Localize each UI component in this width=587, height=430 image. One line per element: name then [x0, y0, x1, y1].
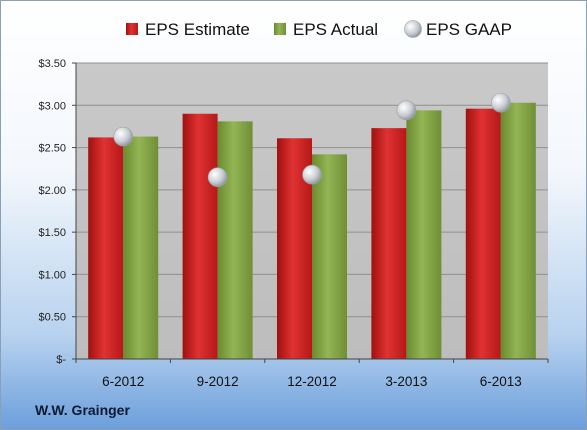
gaap-markers: [113, 92, 511, 187]
y-tick-label: $2.50: [38, 143, 66, 155]
x-tick-label: 6-2013: [480, 374, 522, 389]
y-tick-label: $3.00: [38, 100, 66, 112]
y-tick-label: $-: [56, 354, 66, 366]
y-axis: $- $0.50 $1.00 $1.50 $2.00 $2.50 $3.00 $3.50: [38, 58, 77, 366]
y-tick-label: $1.50: [38, 227, 66, 239]
x-tick-label: 9-2012: [197, 374, 239, 389]
legend-label: EPS GAAP: [426, 20, 512, 39]
legend-swatch-gaap: [404, 20, 422, 38]
y-tick-label: $2.00: [38, 185, 66, 197]
legend-swatch-estimate: [126, 23, 138, 35]
bar-eps-estimate: [465, 108, 501, 359]
y-tick-label: $1.00: [38, 269, 66, 281]
bar-eps-actual: [217, 121, 253, 360]
x-tick-label: 3-2013: [385, 374, 427, 389]
bars: [88, 102, 536, 360]
marker-eps-gaap: [490, 92, 511, 113]
legend-label: EPS Estimate: [145, 20, 250, 39]
bar-eps-actual: [312, 154, 347, 359]
bar-eps-actual: [123, 136, 159, 359]
bar-eps-estimate: [182, 113, 218, 359]
bar-eps-estimate: [371, 128, 407, 359]
legend-swatch-actual: [274, 23, 286, 35]
x-tick-label: 6-2012: [102, 374, 144, 389]
bar-eps-actual: [500, 102, 536, 360]
bar-eps-estimate: [88, 137, 124, 359]
marker-eps-gaap: [207, 167, 228, 187]
legend: EPS Estimate EPS Actual EPS GAAP: [126, 20, 512, 39]
y-tick-label: $3.50: [38, 58, 66, 70]
x-axis: 6-2012 9-2012 12-2012 3-2013 6-2013: [75, 358, 549, 389]
legend-label: EPS Actual: [293, 20, 378, 39]
bar-eps-actual: [406, 110, 442, 359]
marker-eps-gaap: [302, 164, 322, 185]
x-tick-label: 12-2012: [287, 374, 337, 389]
marker-eps-gaap: [396, 100, 417, 121]
company-label: W.W. Grainger: [35, 402, 130, 418]
marker-eps-gaap: [113, 126, 133, 147]
y-tick-label: $0.50: [38, 312, 66, 324]
